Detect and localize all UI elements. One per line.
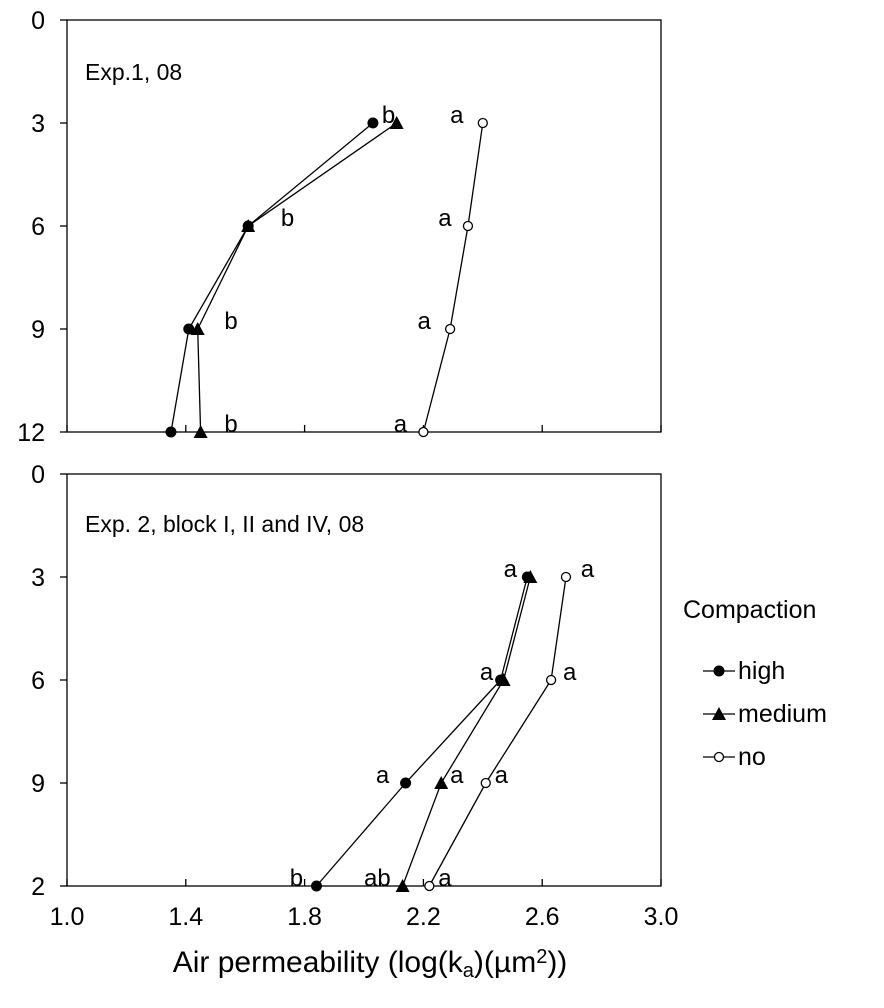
point-no bbox=[545, 674, 557, 686]
significance-label: a bbox=[563, 659, 577, 686]
legend-label: no bbox=[738, 743, 766, 771]
significance-label: a bbox=[417, 308, 431, 335]
y-tick-label: 6 bbox=[31, 213, 45, 241]
legend-title: Compaction bbox=[683, 596, 816, 624]
x-tick-label: 1.4 bbox=[168, 903, 203, 931]
x-tick-label: 1.0 bbox=[50, 903, 85, 931]
point-no bbox=[477, 117, 488, 129]
panel-title: Exp.1, 08 bbox=[85, 59, 182, 85]
significance-label: a bbox=[450, 102, 464, 129]
point-high bbox=[165, 426, 177, 438]
series-line-medium bbox=[401, 576, 531, 887]
point-medium bbox=[389, 116, 404, 129]
significance-label: a bbox=[438, 865, 452, 892]
point-medium bbox=[395, 879, 410, 892]
legend-marker-high bbox=[713, 665, 725, 677]
y-tick-label: 6 bbox=[31, 667, 45, 695]
x-axis-label-part: Air permeability (log(k bbox=[173, 946, 464, 979]
series-line-no bbox=[428, 576, 567, 887]
significance-label: b bbox=[224, 308, 237, 335]
legend-marker-medium bbox=[712, 707, 726, 720]
series-line-high bbox=[316, 576, 528, 887]
significance-label: a bbox=[495, 762, 509, 789]
point-high bbox=[400, 777, 412, 789]
x-tick-label: 2.6 bbox=[525, 903, 560, 931]
x-axis-label-part: 2 bbox=[536, 946, 547, 968]
y-tick-label: 0 bbox=[31, 7, 45, 35]
legend-label: medium bbox=[738, 700, 827, 728]
significance-label: a bbox=[376, 762, 390, 789]
panel-2: 0 3 6 9 2 Exp. 2, block I, II and IV, 08 a a a a a… bbox=[31, 461, 662, 901]
series-line-no bbox=[422, 122, 484, 433]
y-tick-label: 9 bbox=[31, 316, 45, 344]
significance-label: a bbox=[450, 762, 464, 789]
y-tick-label: 9 bbox=[31, 770, 45, 798]
significance-label: b bbox=[281, 205, 294, 232]
panel-1: 0 3 6 9 12 Exp.1, 08 b a b a b a b a bbox=[17, 7, 662, 447]
significance-label: a bbox=[581, 556, 595, 583]
significance-label: a bbox=[480, 659, 494, 686]
point-high bbox=[367, 117, 379, 129]
significance-label: a bbox=[504, 556, 518, 583]
significance-label: b bbox=[382, 102, 395, 129]
x-tick-label: 3.0 bbox=[644, 903, 679, 931]
x-tick-label: 1.8 bbox=[287, 903, 322, 931]
x-axis-label-part: )) bbox=[547, 946, 567, 979]
point-no bbox=[444, 323, 456, 335]
point-medium bbox=[193, 425, 208, 438]
point-no bbox=[418, 426, 429, 438]
legend-label: high bbox=[738, 657, 785, 685]
legend: Compaction high medium no bbox=[683, 596, 827, 771]
y-tick-label: 0 bbox=[31, 461, 45, 489]
point-medium bbox=[241, 219, 256, 232]
point-no bbox=[462, 220, 474, 232]
significance-label: a bbox=[394, 411, 408, 438]
point-high bbox=[183, 323, 195, 335]
x-axis-label: Air permeability (log(ka)(µm2)) bbox=[173, 946, 568, 982]
y-tick-label: 12 bbox=[17, 419, 45, 447]
point-medium bbox=[434, 776, 449, 789]
point-no bbox=[560, 571, 572, 583]
significance-label: b bbox=[224, 411, 237, 438]
significance-label: ab bbox=[364, 865, 391, 892]
x-axis-label-part: a bbox=[463, 960, 475, 982]
significance-label: b bbox=[290, 865, 303, 892]
panel-title: Exp. 2, block I, II and IV, 08 bbox=[85, 511, 364, 537]
point-medium bbox=[523, 570, 538, 583]
x-axis-label-part: )(µm bbox=[474, 946, 536, 979]
series-line-medium bbox=[197, 122, 398, 433]
y-tick-label: 2 bbox=[31, 873, 45, 901]
point-medium bbox=[190, 322, 205, 335]
y-tick-label: 3 bbox=[31, 564, 45, 592]
y-tick-label: 3 bbox=[31, 110, 45, 138]
point-no bbox=[424, 880, 435, 892]
point-high bbox=[310, 880, 322, 892]
significance-label: a bbox=[438, 205, 452, 232]
point-no bbox=[480, 777, 491, 789]
series-line-high bbox=[170, 122, 374, 433]
x-tick-label: 2.2 bbox=[406, 903, 441, 931]
legend-marker-no bbox=[713, 751, 725, 763]
point-medium bbox=[496, 673, 511, 686]
